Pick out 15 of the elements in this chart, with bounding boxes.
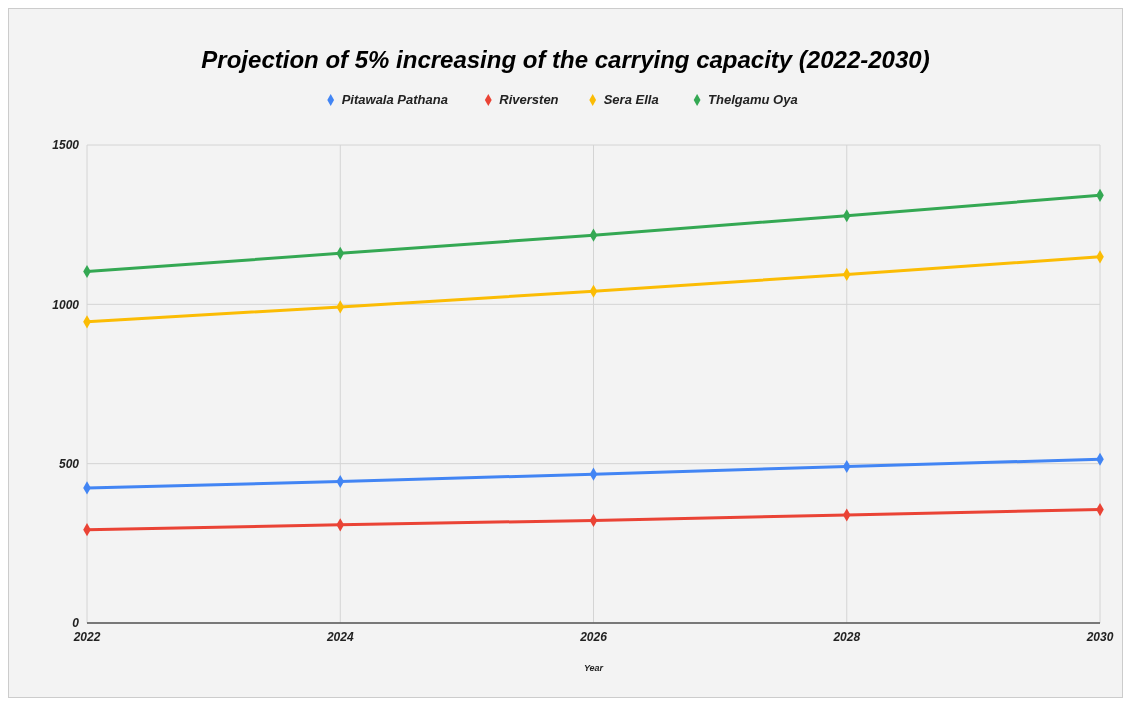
legend-label: Pitawala Pathana bbox=[341, 92, 448, 107]
y-tick-label: 1000 bbox=[52, 297, 80, 312]
legend-label: Riversten bbox=[499, 92, 559, 107]
x-tick-label: 2028 bbox=[832, 630, 861, 644]
chart-title: Projection of 5% increasing of the carrying capacity (2022-2030) bbox=[201, 46, 930, 73]
y-tick-label: 500 bbox=[58, 456, 80, 471]
x-axis-title: Year bbox=[583, 663, 604, 673]
x-tick-label: 2026 bbox=[579, 630, 608, 644]
x-tick-label: 2030 bbox=[1085, 630, 1114, 644]
x-tick-label: 2022 bbox=[72, 630, 101, 644]
y-tick-label: 1500 bbox=[52, 138, 80, 153]
legend-label: Sera Ella bbox=[603, 92, 659, 107]
legend-label: Thelgamu Oya bbox=[708, 92, 798, 107]
y-tick-label: 0 bbox=[72, 616, 80, 631]
x-tick-label: 2024 bbox=[325, 630, 354, 644]
